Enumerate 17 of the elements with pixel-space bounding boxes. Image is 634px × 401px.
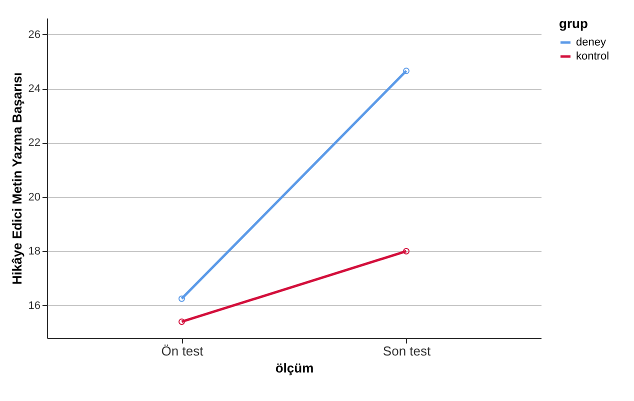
y-tick-label: 20 <box>28 191 40 204</box>
y-tick-label: 22 <box>28 137 40 150</box>
y-tick-label: 24 <box>28 83 40 96</box>
x-axis-title: ölçüm <box>275 360 314 376</box>
legend-title: grup <box>559 16 588 31</box>
y-tick-label: 26 <box>28 28 40 41</box>
y-axis-title: Hikâye Edici Metin Yazma Başarısı <box>9 72 24 285</box>
x-tick-label: Son test <box>382 344 432 358</box>
point <box>178 295 185 302</box>
legend-label: kontrol <box>576 50 610 62</box>
point <box>403 68 410 74</box>
point <box>403 248 410 254</box>
x-tick-label: Ön test <box>161 344 204 358</box>
y-tick-label: 16 <box>28 300 40 312</box>
y-tick-label: 18 <box>28 246 40 258</box>
legend-label: deney <box>576 36 606 48</box>
point <box>178 318 185 325</box>
